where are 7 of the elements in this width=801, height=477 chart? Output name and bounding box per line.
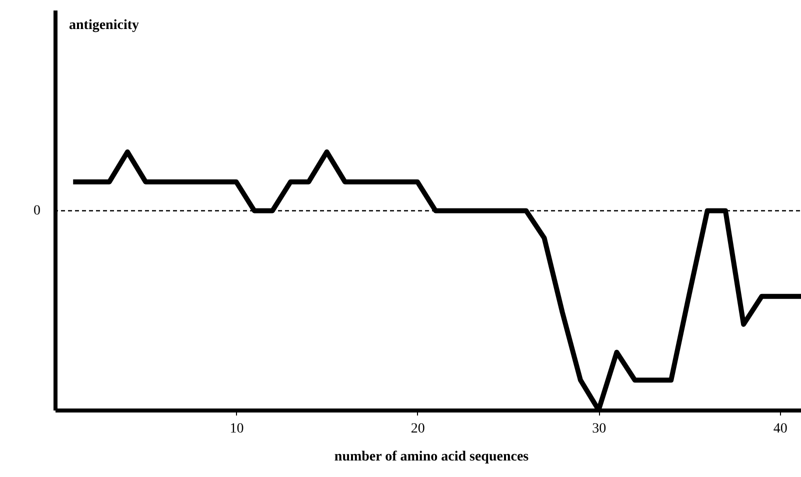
text: antigenicity — [69, 18, 139, 33]
x-tick-label: 30 — [592, 422, 606, 436]
x-tick-label: 10 — [230, 422, 244, 436]
ref-line-label: 0 — [34, 204, 40, 219]
x-axis-title: number of amino acid sequences — [334, 450, 530, 464]
x-tick-label: 40 — [773, 422, 788, 436]
x-tick-label: 20 — [410, 422, 425, 436]
